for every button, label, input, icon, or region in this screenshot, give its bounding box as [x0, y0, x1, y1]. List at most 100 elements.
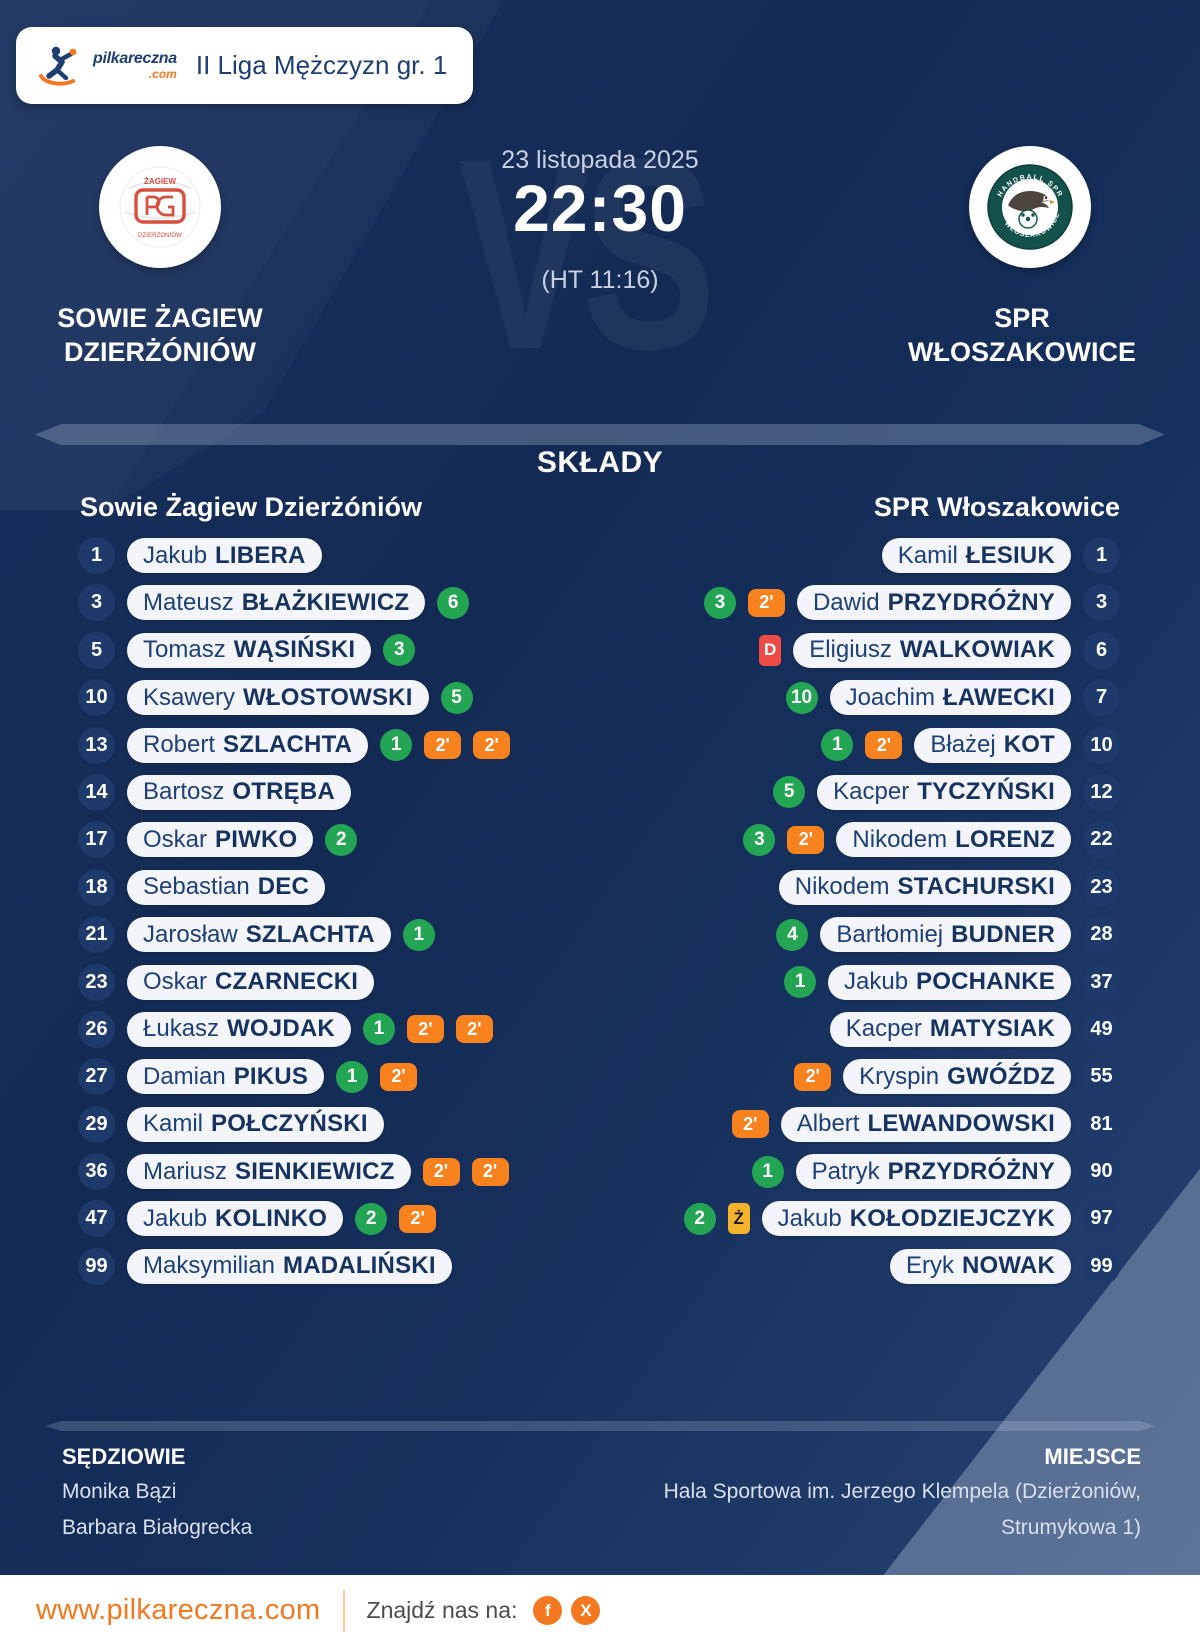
goals-badge: 3: [743, 823, 776, 856]
player-name-pill: Nikodem STACHURSKI: [778, 869, 1071, 905]
player-last-name: LORENZ: [955, 825, 1055, 853]
player-number: 36: [78, 1153, 115, 1191]
player-row: 3 Mateusz BŁAŻKIEWICZ 6: [78, 584, 610, 622]
player-last-name: KOT: [1003, 731, 1055, 759]
player-number: 90: [1083, 1153, 1120, 1191]
venue-label: MIEJSCE: [1044, 1444, 1141, 1469]
player-number: 3: [78, 584, 115, 622]
goals-badge: 2: [325, 823, 358, 856]
suspension-badge: 2': [406, 1015, 444, 1044]
svg-text:ŻAGIEW: ŻAGIEW: [144, 177, 176, 186]
player-row: Nikodem STACHURSKI 23: [575, 868, 1120, 906]
player-first-name: Oskar: [143, 968, 208, 996]
referee-name: Barbara Białogrecka: [62, 1516, 253, 1539]
player-last-name: MADALIŃSKI: [283, 1252, 436, 1280]
player-name-pill: Ksawery WŁOSTOWSKI: [127, 680, 429, 716]
player-number: 14: [78, 773, 115, 811]
suspension-badge: 2': [473, 731, 511, 760]
venue-line: Strumykowa 1): [1000, 1516, 1141, 1539]
player-row: 10 Ksawery WŁOSTOWSKI 5: [78, 679, 610, 717]
player-name-pill: Kryspin GWÓŹDZ: [843, 1059, 1071, 1095]
player-row: 99 Maksymilian MADALIŃSKI: [78, 1247, 610, 1285]
player-name-pill: Kamil ŁESIUK: [881, 538, 1071, 573]
facebook-icon[interactable]: f: [533, 1596, 563, 1625]
player-last-name: SIENKIEWICZ: [235, 1157, 395, 1185]
player-row: 17 Oskar PIWKO 2: [78, 821, 610, 859]
player-last-name: ŁAWECKI: [942, 683, 1055, 711]
player-row: 4 Bartłomiej BUDNER 28: [575, 916, 1120, 954]
player-row: 26 Łukasz WOJDAK 1 2' 2': [78, 1010, 610, 1048]
player-row: 21 Jarosław SZLACHTA 1: [78, 916, 610, 954]
match-time: 22:30: [513, 171, 687, 245]
player-last-name: LEWANDOWSKI: [867, 1110, 1055, 1138]
player-first-name: Jakub: [844, 968, 909, 996]
player-name-pill: Joachim ŁAWECKI: [829, 680, 1071, 716]
player-last-name: GWÓŹDZ: [947, 1062, 1055, 1090]
suspension-badge: 2': [399, 1204, 437, 1233]
player-number: 97: [1083, 1200, 1120, 1238]
away-team-crest-icon: HANDBALL SPR WŁOSZAKOWICE: [987, 164, 1073, 250]
player-first-name: Sebastian: [143, 873, 250, 901]
player-first-name: Ksawery: [143, 683, 236, 711]
suspension-badge: 2': [424, 731, 462, 760]
player-number: 23: [78, 963, 115, 1001]
x-icon[interactable]: X: [571, 1596, 601, 1625]
player-row: 3 2' Nikodem LORENZ 22: [575, 821, 1120, 859]
player-first-name: Bartosz: [143, 778, 225, 806]
player-name-pill: Albert LEWANDOWSKI: [780, 1106, 1071, 1142]
player-last-name: TYCZYŃSKI: [917, 778, 1055, 806]
player-first-name: Eryk: [906, 1252, 954, 1280]
player-name-pill: Damian PIKUS: [127, 1059, 325, 1095]
player-last-name: STACHURSKI: [897, 873, 1055, 901]
goals-badge: 2: [355, 1202, 388, 1235]
player-last-name: SZLACHTA: [223, 731, 353, 759]
player-number: 7: [1083, 679, 1120, 717]
player-name-pill: Jakub KOLINKO: [127, 1201, 344, 1237]
player-row: 1 Jakub LIBERA: [78, 537, 610, 574]
player-last-name: NOWAK: [962, 1252, 1055, 1280]
player-last-name: BUDNER: [951, 920, 1055, 948]
goals-badge: 1: [821, 729, 854, 762]
home-team-crest-icon: ŻAGIEW DZIERŻONIÓW: [119, 166, 201, 248]
home-lineup-list: 1 Jakub LIBERA 3 Mateusz BŁAŻKIEWICZ 6 5 Tomasz W…: [78, 537, 610, 1296]
player-number: 10: [1083, 726, 1120, 764]
player-name-pill: Mariusz SIENKIEWICZ: [127, 1154, 411, 1190]
player-number: 18: [78, 868, 115, 906]
player-number: 81: [1083, 1105, 1120, 1143]
player-first-name: Mariusz: [143, 1157, 228, 1185]
player-number: 12: [1083, 773, 1120, 811]
find-us-label: Znajdź nas na:: [366, 1597, 518, 1623]
player-number: 26: [78, 1010, 115, 1048]
player-last-name: PIKUS: [233, 1062, 309, 1090]
brand-tld: .com: [148, 67, 177, 81]
suspension-badge: 2': [471, 1157, 509, 1186]
player-name-pill: Mateusz BŁAŻKIEWICZ: [127, 585, 426, 621]
player-number: 29: [78, 1105, 115, 1143]
match-date: 23 listopada 2025: [501, 146, 699, 174]
player-first-name: Jakub: [143, 1204, 208, 1232]
player-name-pill: Błażej KOT: [914, 727, 1071, 763]
player-last-name: DEC: [257, 873, 310, 901]
player-name-pill: Kacper TYCZYŃSKI: [817, 774, 1071, 810]
section-divider: [35, 424, 1165, 445]
player-last-name: CZARNECKI: [215, 968, 359, 996]
suspension-badge: 2': [731, 1110, 769, 1139]
player-row: 1 Jakub POCHANKE 37: [575, 963, 1120, 1001]
website-link[interactable]: www.pilkareczna.com: [36, 1594, 321, 1626]
lineups-title: SKŁADY: [536, 446, 664, 479]
player-name-pill: Eligiusz WALKOWIAK: [793, 632, 1071, 668]
player-row: 10 Joachim ŁAWECKI 7: [575, 679, 1120, 717]
player-row: 2' Kryspin GWÓŹDZ 55: [575, 1058, 1120, 1096]
player-first-name: Nikodem: [794, 873, 890, 901]
player-last-name: MATYSIAK: [929, 1015, 1055, 1043]
player-name-pill: Jarosław SZLACHTA: [127, 917, 391, 953]
suspension-badge: 2': [865, 731, 903, 760]
goals-badge: 2: [683, 1202, 716, 1235]
player-row: 36 Mariusz SIENKIEWICZ 2' 2': [78, 1153, 610, 1191]
player-row: 13 Robert SZLACHTA 1 2' 2': [78, 726, 610, 764]
player-name-pill: Kamil POŁCZYŃSKI: [127, 1106, 384, 1142]
player-last-name: POŁCZYŃSKI: [211, 1110, 368, 1138]
player-first-name: Kamil: [143, 1110, 204, 1138]
goals-badge: 1: [784, 966, 816, 999]
player-number: 55: [1083, 1058, 1120, 1096]
